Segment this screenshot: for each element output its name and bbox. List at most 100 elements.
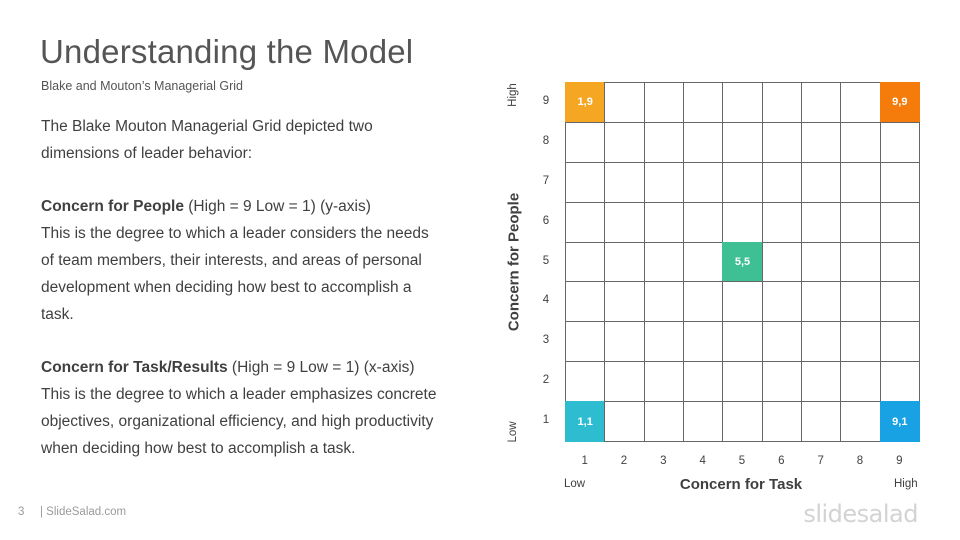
grid-cell (879, 321, 920, 363)
x-axis-low-label: Low (564, 478, 586, 490)
grid-cell (643, 361, 684, 403)
grid-cell (840, 241, 881, 283)
footer-site-link[interactable]: | SlideSalad.com (40, 506, 127, 518)
grid-cell (565, 121, 606, 163)
grid-cell (722, 281, 763, 323)
grid-cell (722, 401, 763, 442)
people-description-line: task. (41, 305, 74, 323)
grid-cell (800, 161, 842, 203)
y-tick-label: 6 (542, 214, 550, 227)
grid-cell (565, 321, 606, 363)
grid-cell (604, 201, 645, 243)
grid-cell (722, 361, 763, 403)
grid-cell (604, 401, 645, 442)
grid-cell (682, 161, 724, 203)
grid-cell (761, 361, 802, 403)
grid-cell (643, 401, 684, 442)
grid-cell (879, 281, 920, 323)
x-tick-label: 1 (581, 455, 588, 467)
grid-cell (800, 201, 842, 243)
people-description-line: of team members, their interests, and ar… (41, 251, 422, 269)
grid-cell (604, 121, 645, 163)
people-description-line: This is the degree to which a leader con… (41, 225, 429, 243)
people-heading: Concern for People (41, 198, 184, 216)
grid-cell (565, 201, 606, 243)
grid-cell (643, 161, 684, 203)
slide-subtitle: Blake and Mouton’s Managerial Grid (41, 79, 243, 93)
grid-cell (682, 321, 724, 363)
y-axis-title: Concern for People (505, 192, 523, 332)
grid-cell (682, 121, 724, 163)
grid-cell (761, 321, 802, 363)
x-tick-label: 6 (778, 455, 785, 467)
task-description-line: This is the degree to which a leader emp… (41, 385, 437, 403)
y-tick-label: 4 (542, 294, 550, 307)
intro-line: dimensions of leader behavior: (41, 144, 253, 162)
grid-cell (840, 321, 881, 363)
grid-cell (604, 241, 645, 283)
grid-cell (879, 241, 920, 283)
people-range: (High = 9 Low = 1) (y-axis) (183, 198, 371, 216)
grid-cell (879, 361, 920, 403)
x-tick-label: 4 (699, 455, 706, 467)
grid-cell (643, 281, 684, 323)
grid-cell (565, 281, 606, 323)
x-axis-high-label: High (894, 478, 918, 490)
task-heading-line: Concern for Task/Results (High = 9 Low =… (41, 355, 471, 382)
y-axis-low-label: Low (507, 421, 519, 443)
grid-cell (761, 121, 802, 163)
grid-cell (800, 401, 842, 442)
y-tick-label: 5 (542, 254, 550, 267)
grid-cell (800, 321, 842, 363)
grid-cell (722, 201, 763, 243)
y-tick-label: 9 (542, 94, 550, 107)
body-text: The Blake Mouton Managerial Grid depicte… (41, 114, 471, 462)
task-heading: Concern for Task/Results (41, 359, 228, 377)
grid-cell (761, 82, 802, 123)
grid-cell (565, 361, 606, 403)
y-tick-label: 1 (542, 414, 550, 427)
x-tick-label: 8 (856, 455, 864, 467)
grid-cell (879, 201, 920, 243)
x-axis-title: Concern for Task (679, 476, 803, 493)
grid-cell (565, 161, 606, 203)
grid-cell (604, 161, 645, 203)
grid-cell (800, 241, 842, 283)
grid-cell-5-5: 5,5 (722, 241, 763, 283)
grid-cell (800, 361, 842, 403)
x-tick-label: 7 (817, 455, 824, 467)
y-tick-label: 7 (542, 174, 550, 187)
grid-cell (604, 82, 645, 123)
grid-cell (800, 281, 842, 323)
grid-cell (604, 321, 645, 363)
grid-cell (840, 401, 881, 442)
intro-line: The Blake Mouton Managerial Grid depicte… (41, 118, 373, 135)
grid-cell-9-9: 9,9 (879, 82, 920, 123)
grid-cell (722, 82, 763, 123)
grid-cell (761, 201, 802, 243)
grid-cell (761, 161, 802, 203)
people-description-line: development when deciding how best to ac… (41, 278, 412, 296)
grid-cell (840, 361, 881, 403)
grid-cell (643, 82, 684, 123)
grid-cell (643, 241, 684, 283)
managerial-grid: 1,9 9,9 5,5 1,1 9,1 (565, 82, 920, 442)
x-tick-label: 3 (660, 455, 667, 467)
grid-cell (840, 82, 881, 123)
y-tick-label: 3 (542, 334, 550, 347)
grid-cell (682, 82, 724, 123)
grid-cell (565, 241, 606, 283)
grid-cell (761, 401, 802, 442)
task-range: (High = 9 Low = 1) (x-axis) (227, 359, 415, 377)
grid-cell (840, 121, 881, 163)
grid-cell (682, 201, 724, 243)
grid-cell (800, 82, 842, 123)
grid-cell (879, 121, 920, 163)
x-tick-label: 9 (896, 455, 903, 467)
grid-cell (604, 361, 645, 403)
y-axis-high-label: High (507, 83, 519, 107)
grid-cell (682, 401, 724, 442)
people-heading-line: Concern for People (High = 9 Low = 1) (y… (41, 194, 471, 221)
grid-cell (682, 281, 724, 323)
grid-cell (643, 201, 684, 243)
